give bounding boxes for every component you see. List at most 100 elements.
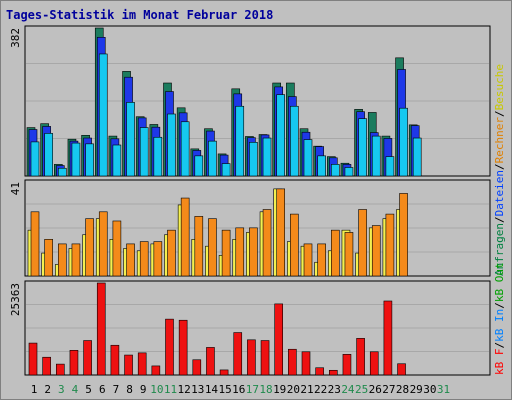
bar-kb-f-day-20: [288, 348, 297, 376]
x-tick-label-day-15: 15: [218, 383, 231, 396]
bar-kb-f-day-5: [83, 340, 92, 376]
bar-seiten-day-23: [330, 164, 340, 177]
legend-bottom: kB F/kB In/kB Out: [493, 262, 506, 375]
bar-rechner-day-24: [344, 232, 354, 277]
bar-kb-f-day-23: [328, 369, 338, 376]
bar-kb-f-day-21: [301, 351, 311, 376]
bar-seiten-day-7: [112, 144, 122, 177]
x-tick-label-day-9: 9: [140, 383, 147, 396]
bar-kb-f-day-11: [165, 318, 174, 376]
bar-seiten-day-19: [276, 94, 286, 177]
x-tick-label-day-29: 29: [410, 383, 423, 396]
bar-seiten-day-22: [317, 155, 326, 177]
x-tick-label-day-24: 24: [341, 383, 355, 396]
bar-kb-f-day-15: [219, 369, 229, 376]
y-max-label-3: 25363: [9, 283, 22, 316]
bar-kb-f-day-18: [260, 340, 270, 376]
bar-rechner-day-21: [303, 243, 313, 277]
x-tick-label-day-26: 26: [369, 383, 382, 396]
x-tick-label-day-30: 30: [423, 383, 436, 396]
bar-rechner-day-28: [399, 193, 408, 277]
x-tick-label-day-20: 20: [287, 383, 300, 396]
bar-rechner-day-10: [153, 241, 163, 277]
bar-kb-f-day-27: [383, 300, 393, 376]
bar-kb-f-day-16: [233, 332, 243, 376]
bar-kb-f-day-2: [42, 356, 51, 376]
y-max-label-2: 41: [9, 182, 22, 195]
x-tick-label-day-18: 18: [259, 383, 272, 396]
x-tick-label-day-17: 17: [246, 383, 259, 396]
bar-kb-f-day-12: [178, 319, 188, 376]
bar-rechner-day-8: [126, 243, 135, 277]
bar-kb-f-day-14: [206, 347, 215, 376]
bar-rechner-day-14: [208, 218, 217, 277]
bar-rechner-day-17: [249, 227, 258, 277]
bar-rechner-day-15: [221, 229, 231, 277]
bar-seiten-day-6: [98, 53, 108, 177]
bar-kb-f-day-13: [192, 359, 202, 376]
bar-rechner-day-26: [371, 225, 381, 277]
bar-seiten-day-8: [126, 102, 135, 177]
bar-seiten-day-11: [167, 113, 176, 177]
bar-rechner-day-4: [71, 243, 81, 277]
x-tick-label-day-27: 27: [382, 383, 395, 396]
bar-seiten-day-28: [399, 107, 408, 177]
x-tick-label-day-16: 16: [232, 383, 245, 396]
bar-rechner-day-3: [57, 243, 67, 277]
x-tick-label-day-23: 23: [328, 383, 341, 396]
bar-seiten-day-15: [221, 163, 231, 177]
x-tick-label-day-11: 11: [164, 383, 177, 396]
x-tick-label-day-19: 19: [273, 383, 286, 396]
x-tick-label-day-14: 14: [205, 383, 219, 396]
bar-kb-f-day-9: [137, 352, 147, 376]
bar-kb-f-day-25: [356, 338, 365, 376]
bar-kb-f-day-3: [55, 363, 65, 376]
bar-seiten-day-4: [71, 142, 81, 177]
bar-kb-f-day-7: [110, 344, 120, 376]
bar-kb-f-day-22: [315, 367, 324, 376]
bar-rechner-day-7: [112, 220, 122, 277]
bar-seiten-day-13: [194, 155, 204, 177]
bar-seiten-day-12: [180, 121, 190, 177]
bar-kb-f-day-28: [397, 363, 406, 376]
x-tick-label-day-8: 8: [126, 383, 133, 396]
bar-rechner-day-23: [330, 229, 340, 277]
bar-seiten-day-14: [208, 140, 217, 177]
bar-rechner-day-11: [167, 229, 176, 277]
x-tick-label-day-13: 13: [191, 383, 204, 396]
bar-seiten-day-20: [290, 105, 299, 177]
bar-rechner-day-5: [85, 218, 94, 277]
bar-rechner-day-27: [385, 213, 395, 277]
x-tick-label-day-5: 5: [85, 383, 92, 396]
bar-seiten-day-27: [385, 156, 395, 177]
bar-kb-f-day-26: [369, 351, 379, 376]
chart-title: Tages-Statistik im Monat Februar 2018: [6, 8, 273, 22]
x-tick-label-day-1: 1: [31, 383, 38, 396]
bar-seiten-day-9: [139, 127, 149, 177]
bar-seiten-day-21: [303, 139, 313, 177]
bar-rechner-day-19: [276, 188, 286, 277]
x-tick-label-day-4: 4: [72, 383, 79, 396]
bar-seiten-day-18: [262, 137, 272, 177]
bar-rechner-day-2: [44, 239, 53, 277]
bar-kb-f-day-8: [124, 354, 133, 376]
y-max-label-1: 382: [9, 28, 22, 48]
bar-rechner-day-16: [235, 227, 245, 277]
bar-rechner-day-1: [30, 211, 40, 277]
bar-kb-f-day-24: [342, 354, 352, 376]
bar-seiten-day-3: [57, 167, 67, 177]
x-tick-label-day-12: 12: [178, 383, 191, 396]
bar-seiten-day-29: [412, 137, 422, 177]
bar-seiten-day-2: [44, 133, 53, 177]
x-tick-label-day-22: 22: [314, 383, 327, 396]
bar-kb-f-day-4: [69, 350, 79, 376]
bar-seiten-day-10: [153, 136, 163, 177]
bar-kb-f-day-1: [28, 342, 38, 376]
bar-seiten-day-5: [85, 143, 94, 177]
x-tick-label-day-21: 21: [300, 383, 313, 396]
x-tick-label-day-25: 25: [355, 383, 368, 396]
x-tick-label-day-3: 3: [58, 383, 65, 396]
bar-kb-f-day-17: [247, 339, 256, 376]
bar-rechner-day-12: [180, 197, 190, 277]
